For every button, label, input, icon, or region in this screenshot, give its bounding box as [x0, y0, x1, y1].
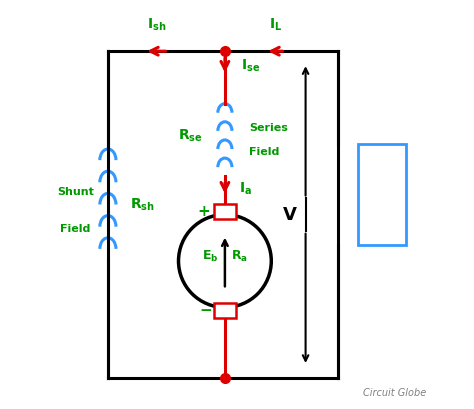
Text: $\mathbf{I_{sh}}$: $\mathbf{I_{sh}}$ — [146, 17, 166, 33]
Text: +: + — [197, 204, 210, 219]
Text: Field: Field — [60, 224, 91, 234]
Text: Series: Series — [249, 123, 288, 133]
Text: Shunt: Shunt — [57, 187, 94, 198]
Bar — [358, 144, 406, 245]
Text: $\mathbf{E_b}$: $\mathbf{E_b}$ — [202, 249, 219, 265]
Bar — [214, 204, 236, 219]
Text: $\mathbf{I_a}$: $\mathbf{I_a}$ — [239, 180, 252, 197]
Bar — [214, 303, 236, 318]
Text: Circuit Globe: Circuit Globe — [364, 388, 427, 398]
Text: LOAD: LOAD — [377, 178, 387, 211]
Text: $\mathbf{I_{se}}$: $\mathbf{I_{se}}$ — [241, 57, 260, 74]
Text: −: − — [200, 303, 212, 318]
Text: $\mathbf{I_L}$: $\mathbf{I_L}$ — [269, 17, 282, 33]
Text: $\mathbf{R_{se}}$: $\mathbf{R_{se}}$ — [178, 128, 203, 144]
Text: $\mathbf{R_{sh}}$: $\mathbf{R_{sh}}$ — [130, 196, 155, 213]
Text: $\mathbf{R_a}$: $\mathbf{R_a}$ — [231, 249, 248, 265]
Text: Field: Field — [249, 147, 280, 157]
Text: V: V — [283, 206, 296, 224]
